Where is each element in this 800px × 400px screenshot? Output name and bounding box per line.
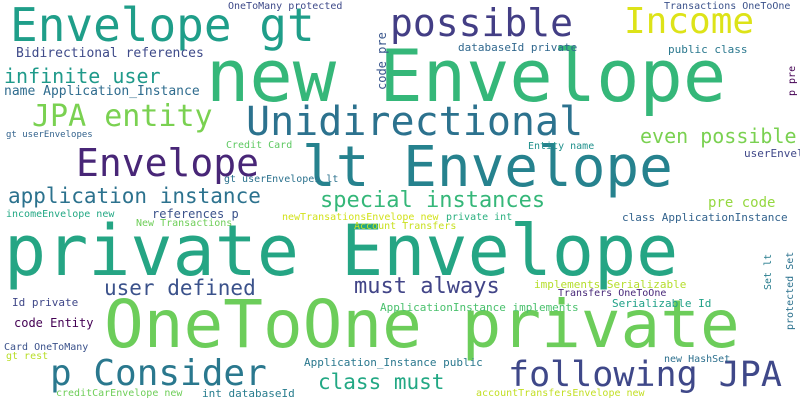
- cloud-word: special instances: [320, 188, 546, 213]
- cloud-word: possible: [390, 1, 574, 45]
- cloud-word: userEnvelopes new: [744, 147, 800, 160]
- cloud-word: Entity name: [528, 141, 595, 152]
- cloud-word: following JPA: [508, 355, 782, 395]
- cloud-word: accountTransfersEnvelope new: [476, 388, 645, 399]
- cloud-word: incomeEnvelope new: [6, 209, 115, 220]
- cloud-word: Set lt: [763, 253, 774, 290]
- cloud-word: references p: [152, 207, 239, 221]
- cloud-word: user defined: [104, 276, 256, 300]
- cloud-word: p pre: [787, 65, 798, 96]
- cloud-word: New Transactions: [136, 218, 233, 229]
- cloud-word: Id private: [12, 296, 79, 309]
- cloud-word: name Application_Instance: [4, 84, 200, 99]
- cloud-word: gt userEnvelopes: [6, 130, 93, 140]
- cloud-word: must always: [354, 274, 500, 299]
- cloud-word: protected Set: [785, 251, 796, 330]
- cloud-word: Serializable Id: [612, 297, 712, 310]
- cloud-word: gt userEnvelopes lt: [224, 174, 339, 185]
- cloud-word: Envelope: [76, 141, 260, 185]
- cloud-word: class ApplicationInstance: [622, 211, 788, 224]
- cloud-word: Bidirectional references: [16, 46, 204, 61]
- cloud-word: Income: [624, 1, 755, 42]
- cloud-word: private int: [446, 212, 513, 223]
- cloud-word: class must: [318, 370, 445, 394]
- cloud-word: Credit Card: [226, 140, 293, 151]
- cloud-word: implements Serializable: [534, 278, 687, 291]
- cloud-word: lt Envelope: [302, 135, 673, 200]
- cloud-word: databaseId private: [458, 41, 578, 54]
- cloud-word: creditCarEnvelope new: [56, 388, 183, 399]
- cloud-word: pre code: [708, 195, 776, 211]
- cloud-word: Card OneToMany: [4, 342, 89, 353]
- cloud-word: newTransationsEnvelope new: [282, 212, 439, 223]
- cloud-word: int databaseId: [202, 387, 295, 400]
- cloud-word: public class: [668, 43, 748, 56]
- cloud-word: Envelope gt: [10, 0, 315, 52]
- cloud-word: private Envelope: [4, 210, 679, 292]
- cloud-word: OneToMany protected: [228, 1, 343, 12]
- cloud-word: OneToOne private: [104, 286, 740, 363]
- cloud-word: code Entity: [14, 316, 94, 330]
- cloud-word: new HashSet: [664, 354, 731, 365]
- cloud-word: Transfers OneToOne: [558, 288, 667, 299]
- cloud-word: infinite user: [4, 64, 161, 88]
- cloud-word: new Envelope: [206, 34, 727, 118]
- cloud-word: Transactions OneToOne: [664, 1, 791, 12]
- cloud-word: code pre: [375, 32, 389, 90]
- cloud-word: application instance: [8, 184, 261, 208]
- cloud-word: Unidirectional: [246, 99, 584, 145]
- cloud-word: Application_Instance public: [304, 356, 483, 369]
- cloud-word: JPA entity: [32, 99, 213, 134]
- cloud-word: Account Transfers: [354, 221, 457, 232]
- cloud-word: p Consider: [50, 353, 267, 394]
- cloud-word: gt rest: [6, 351, 49, 362]
- cloud-word: ApplicationInstance implements: [380, 301, 579, 314]
- cloud-word: even possible: [640, 124, 797, 148]
